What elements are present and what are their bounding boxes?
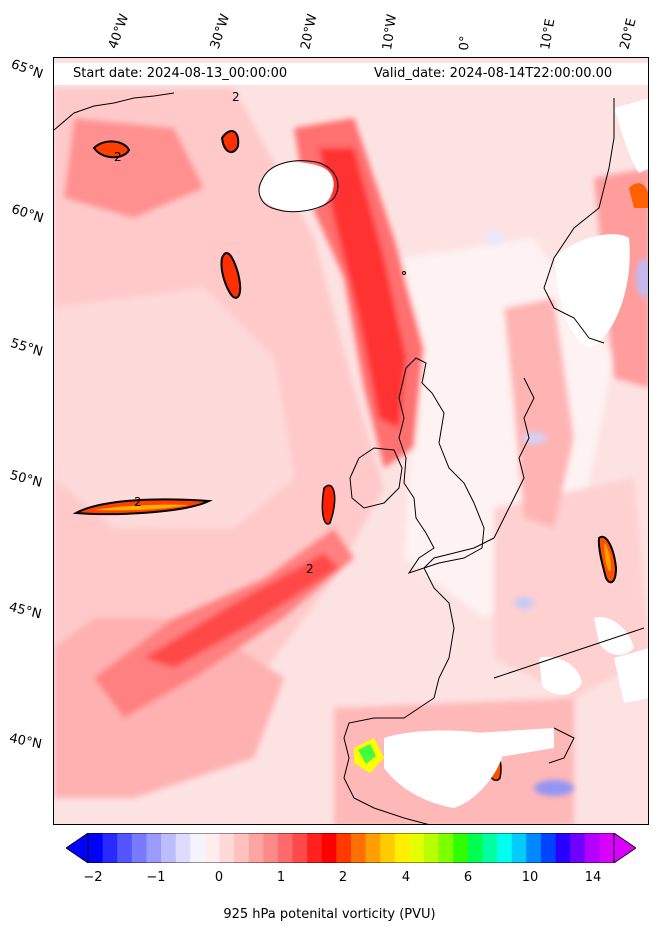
lon-label: 10°E — [538, 17, 559, 52]
colorbar-bin — [526, 833, 542, 863]
colorbar-bin — [351, 833, 367, 863]
colorbar-bin — [482, 833, 498, 863]
lon-label: 30°W — [207, 12, 234, 51]
lon-label: 20°W — [298, 12, 321, 51]
colorbar-bin — [88, 833, 104, 863]
colorbar-tick: 1 — [276, 870, 286, 885]
colorbar-bin — [570, 833, 586, 863]
lat-label: 50°N — [8, 468, 44, 491]
colorbar-bin — [584, 833, 600, 863]
colorbar-bin — [219, 833, 235, 863]
colorbar-tick: 14 — [584, 870, 602, 885]
contour-label: 2 — [114, 150, 122, 164]
colorbar-bin — [409, 833, 425, 863]
colorbar-title: 925 hPa potenital vorticity (PVU) — [223, 907, 436, 922]
lat-label: 65°N — [8, 57, 45, 83]
colorbar-bin — [277, 833, 294, 863]
lon-label: 20°E — [617, 17, 640, 51]
colorbar-tick: 0 — [214, 870, 224, 885]
colorbar-tick: −1 — [146, 870, 166, 885]
lon-label: 10°W — [380, 13, 400, 51]
colorbar-bin — [175, 833, 191, 863]
colorbar-bin — [599, 833, 615, 863]
contour-label: 2 — [232, 90, 240, 104]
colorbar — [66, 833, 636, 863]
colorbar-extend-min — [66, 833, 89, 863]
colorbar-bin — [204, 833, 220, 863]
colorbar-bin — [146, 833, 162, 863]
colorbar-bin — [131, 833, 147, 863]
colorbar-bin — [292, 833, 308, 863]
valid-date-label: Valid_date: 2024-08-14T22:00:00.00 — [374, 66, 613, 81]
colorbar-bin — [190, 833, 206, 863]
coastlines — [54, 92, 645, 824]
lat-label: 45°N — [7, 600, 43, 623]
potential-vorticity-map: 2 2 2 2 — [54, 58, 648, 824]
colorbar-bin — [394, 833, 410, 863]
colorbar-bin — [307, 833, 323, 863]
lat-label: 55°N — [8, 336, 45, 360]
lat-label: 60°N — [9, 202, 46, 227]
colorbar-bin — [453, 833, 469, 863]
lat-label: 40°N — [7, 731, 44, 753]
colorbar-bin — [234, 833, 250, 863]
contour-labels: 2 2 2 2 — [114, 90, 314, 576]
colorbar-bin — [555, 833, 571, 863]
colorbar-bin — [380, 833, 396, 863]
colorbar-tick: 4 — [401, 870, 411, 885]
colorbar-bin — [263, 833, 279, 863]
colorbar-tick: 6 — [463, 870, 473, 885]
colorbar-extend-max — [613, 833, 636, 863]
map-panel: 2 2 2 2 — [53, 57, 649, 825]
contour-label: 2 — [134, 495, 142, 509]
date-header-strip — [54, 63, 648, 85]
lon-label: 0° — [457, 35, 474, 51]
colorbar-bin — [161, 833, 177, 863]
colorbar-bin — [424, 833, 440, 863]
colorbar-bin — [365, 833, 381, 863]
start-date-label: Start date: 2024-08-13_00:00:00 — [73, 66, 288, 81]
colorbar-bin — [117, 833, 133, 863]
colorbar-tick: 10 — [521, 870, 539, 885]
colorbar-bin — [467, 833, 483, 863]
masked-terrain — [259, 98, 648, 808]
colorbar-bin — [336, 833, 352, 863]
colorbar-bin — [321, 833, 337, 863]
colorbar-bin — [102, 833, 118, 863]
colorbar-tick: 2 — [338, 870, 348, 885]
colorbar-tick: −2 — [83, 870, 103, 885]
contour-label: 2 — [306, 562, 314, 576]
colorbar-bin — [248, 833, 264, 863]
colorbar-bin — [540, 833, 557, 863]
colorbar-bin — [438, 833, 454, 863]
lon-label: 40°W — [105, 12, 133, 51]
colorbar-bin — [511, 833, 527, 863]
colorbar-bin — [497, 833, 513, 863]
